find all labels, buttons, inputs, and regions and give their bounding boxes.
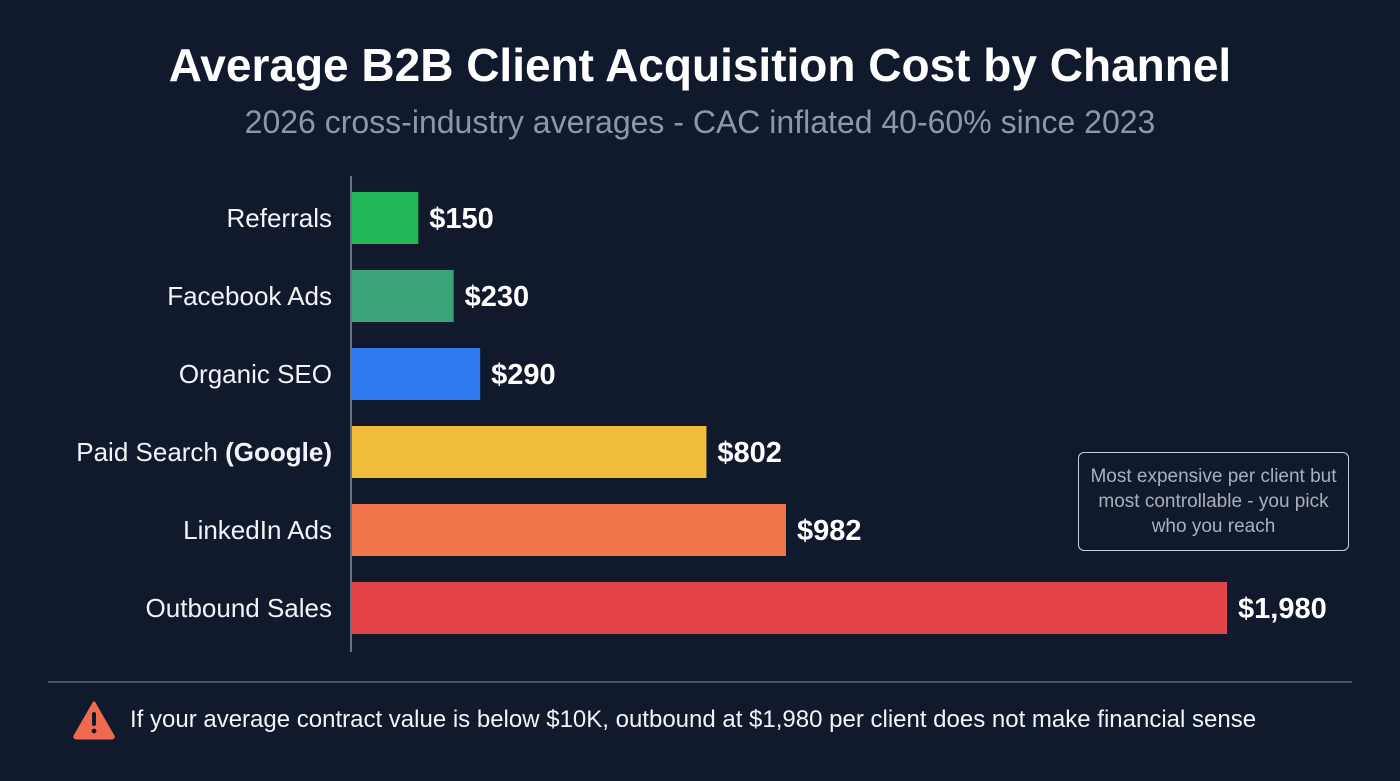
data-label: $802 bbox=[717, 437, 782, 469]
data-label: $290 bbox=[491, 359, 556, 391]
category-label: Paid Search (Google) bbox=[76, 437, 332, 467]
category-label: LinkedIn Ads bbox=[183, 515, 332, 545]
bar-organic-seo bbox=[352, 348, 481, 400]
data-label: $230 bbox=[465, 281, 530, 313]
warning-triangle-icon bbox=[73, 701, 115, 740]
bar-paid-search-google bbox=[352, 426, 707, 478]
divider bbox=[48, 681, 1352, 683]
bar-outbound-sales bbox=[352, 582, 1227, 634]
category-label: Referrals bbox=[227, 203, 332, 233]
data-label: $982 bbox=[797, 515, 862, 547]
footer-text: If your average contract value is below … bbox=[130, 706, 1257, 733]
bar-referrals bbox=[352, 192, 419, 244]
footer-note: If your average contract value is below … bbox=[72, 700, 1256, 740]
chart-title: Average B2B Client Acquisition Cost by C… bbox=[168, 39, 1232, 91]
category-label: Outbound Sales bbox=[146, 593, 332, 623]
category-label: Organic SEO bbox=[179, 359, 332, 389]
data-label: $1,980 bbox=[1238, 593, 1327, 625]
data-label: $150 bbox=[429, 203, 494, 235]
annotation-box: Most expensive per client but most contr… bbox=[1078, 452, 1349, 551]
chart-subtitle: 2026 cross-industry averages - CAC infla… bbox=[244, 104, 1156, 140]
bar-facebook-ads bbox=[352, 270, 454, 322]
bar-linkedin-ads bbox=[352, 504, 786, 556]
category-label: Facebook Ads bbox=[167, 281, 332, 311]
